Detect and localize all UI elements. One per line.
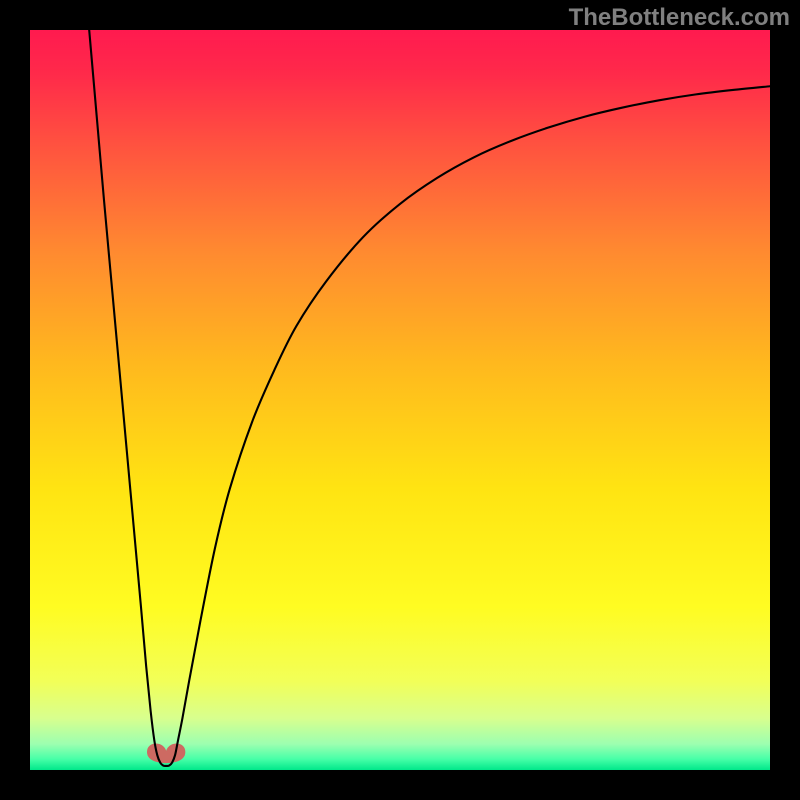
bottleneck-curve-plot <box>0 0 800 800</box>
plot-background <box>30 30 770 770</box>
chart-frame: TheBottleneck.com <box>0 0 800 800</box>
